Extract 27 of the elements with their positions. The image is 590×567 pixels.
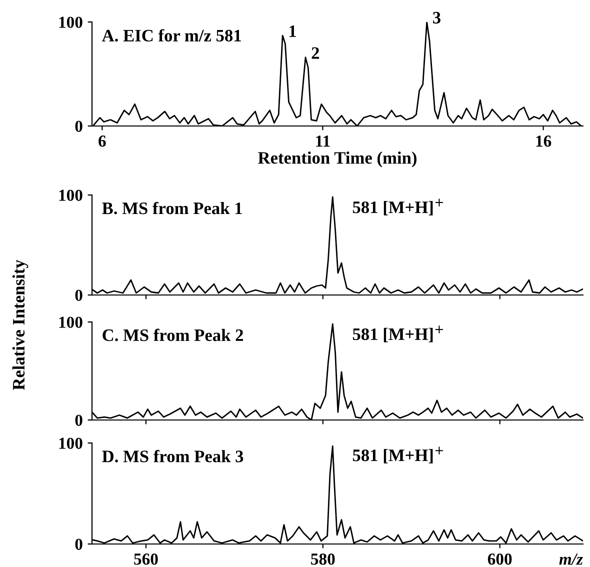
annotation: 581 [M+H]$^{+}$ (352, 446, 444, 464)
annotation: 3 (433, 12, 440, 24)
annotation: 2 (312, 47, 320, 59)
x-tick-label: 580 (311, 554, 335, 565)
chart-title: B. MS from Peak 1 (102, 202, 242, 214)
y-tick-label: 100 (59, 438, 82, 449)
y-tick-label: 0 (75, 120, 82, 132)
chart-title: C. MS from Peak 2 (102, 328, 244, 342)
x-axis-title: Retention Time (min) (258, 152, 416, 168)
x-tick-label: 560 (134, 554, 158, 565)
annotation: 1 (290, 25, 296, 37)
chart-title: A. EIC for m/z 581 (102, 29, 241, 42)
y-tick-label: 0 (75, 290, 82, 301)
annotation: 581 [M+H]$^{+}$ (352, 198, 444, 216)
x-tick-label: 6 (98, 136, 106, 147)
y-tick-label: 100 (59, 316, 82, 328)
y-tick-label: 0 (75, 414, 82, 426)
annotation: 581 [M+H]$^{+}$ (352, 326, 444, 342)
x-tick-label: 11 (316, 136, 330, 147)
y-axis-title: Relative Intensity (12, 260, 28, 390)
chart-title: D. MS from Peak 3 (102, 450, 244, 462)
y-tick-label: 100 (59, 190, 82, 201)
x-tick-label: 600 (488, 554, 512, 565)
y-tick-label: 0 (75, 538, 82, 550)
x-tick-label: 16 (536, 136, 552, 147)
y-tick-label: 100 (59, 16, 82, 28)
x-axis-title: m/z (559, 554, 583, 565)
